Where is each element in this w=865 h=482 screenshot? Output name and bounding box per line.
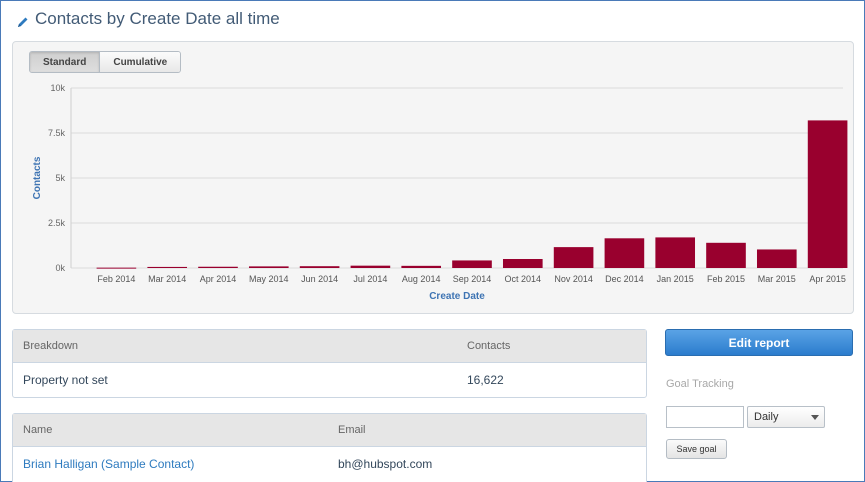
breakdown-cell: Property not set bbox=[23, 373, 108, 387]
chevron-down-icon bbox=[811, 415, 819, 420]
y-axis-title: Contacts bbox=[32, 156, 43, 199]
goal-tracking-label: Goal Tracking bbox=[666, 378, 734, 390]
x-tick-label: Apr 2015 bbox=[809, 274, 846, 284]
y-tick-label: 10k bbox=[50, 83, 65, 93]
goal-input[interactable] bbox=[666, 406, 744, 428]
bar bbox=[96, 267, 137, 269]
report-title: Contacts by Create Date all time bbox=[17, 8, 280, 30]
bar bbox=[706, 242, 746, 268]
x-tick-label: Jan 2015 bbox=[657, 274, 694, 284]
y-tick-label: 0k bbox=[55, 263, 65, 273]
table-row: Property not set 16,622 bbox=[13, 363, 646, 397]
breakdown-table: Breakdown Contacts Property not set 16,6… bbox=[12, 329, 647, 398]
bar bbox=[248, 266, 289, 268]
bar bbox=[198, 266, 238, 268]
contacts-header[interactable]: Contacts bbox=[467, 340, 511, 352]
cumulative-toggle-button[interactable]: Cumulative bbox=[100, 52, 181, 72]
standard-toggle-button[interactable]: Standard bbox=[30, 52, 101, 72]
contact-email-cell: bh@hubspot.com bbox=[338, 457, 433, 471]
y-tick-label: 7.5k bbox=[48, 128, 66, 138]
x-tick-label: Feb 2014 bbox=[97, 274, 135, 284]
save-goal-button[interactable]: Save goal bbox=[666, 439, 727, 459]
bar bbox=[807, 120, 848, 269]
x-tick-label: Feb 2015 bbox=[707, 274, 745, 284]
email-header[interactable]: Email bbox=[338, 424, 366, 436]
y-tick-label: 2.5k bbox=[48, 218, 66, 228]
bar bbox=[350, 265, 391, 268]
x-tick-label: Mar 2014 bbox=[148, 274, 186, 284]
page-title: Contacts by Create Date all time bbox=[35, 9, 280, 28]
x-tick-label: Dec 2014 bbox=[605, 274, 644, 284]
x-tick-label: Oct 2014 bbox=[505, 274, 542, 284]
contacts-count-cell: 16,622 bbox=[467, 373, 504, 387]
goal-period-value: Daily bbox=[754, 411, 779, 423]
bar bbox=[502, 259, 543, 268]
bar bbox=[401, 265, 442, 268]
y-tick-label: 5k bbox=[55, 173, 65, 183]
x-tick-label: Aug 2014 bbox=[402, 274, 441, 284]
x-tick-label: May 2014 bbox=[249, 274, 289, 284]
table-row: Brian Halligan (Sample Contact) bh@hubsp… bbox=[13, 447, 646, 481]
x-tick-label: Jul 2014 bbox=[353, 274, 387, 284]
bar bbox=[604, 238, 645, 268]
bar bbox=[299, 266, 340, 268]
view-toggle: Standard Cumulative bbox=[29, 51, 182, 73]
breakdown-table-header: Breakdown Contacts bbox=[13, 330, 646, 363]
edit-report-button[interactable]: Edit report bbox=[665, 329, 853, 356]
contact-name-link[interactable]: Brian Halligan (Sample Contact) bbox=[23, 457, 195, 471]
name-header[interactable]: Name bbox=[23, 424, 53, 436]
contacts-table-header: Name Email bbox=[13, 414, 646, 447]
bar bbox=[756, 249, 797, 268]
bar bbox=[452, 260, 492, 268]
x-tick-label: Mar 2015 bbox=[758, 274, 796, 284]
x-tick-label: Jun 2014 bbox=[301, 274, 338, 284]
pencil-icon[interactable] bbox=[17, 13, 29, 27]
x-axis-title: Create Date bbox=[429, 291, 485, 302]
bar-chart: 0k 2.5k 5k 7.5k 10k Feb 2014 Mar 2014 Apr 2014 M… bbox=[32, 83, 848, 302]
bar bbox=[147, 266, 188, 268]
x-tick-label: Nov 2014 bbox=[554, 274, 593, 284]
bar bbox=[655, 237, 696, 268]
chart-panel: 0k 2.5k 5k 7.5k 10k Feb 2014 Mar 2014 Apr 2014 M… bbox=[12, 41, 854, 314]
x-tick-label: Sep 2014 bbox=[453, 274, 492, 284]
bar bbox=[553, 247, 594, 268]
breakdown-header[interactable]: Breakdown bbox=[23, 340, 79, 352]
contacts-table: Name Email Brian Halligan (Sample Contac… bbox=[12, 413, 647, 482]
goal-period-select[interactable]: Daily bbox=[747, 406, 825, 428]
x-tick-label: Apr 2014 bbox=[200, 274, 237, 284]
